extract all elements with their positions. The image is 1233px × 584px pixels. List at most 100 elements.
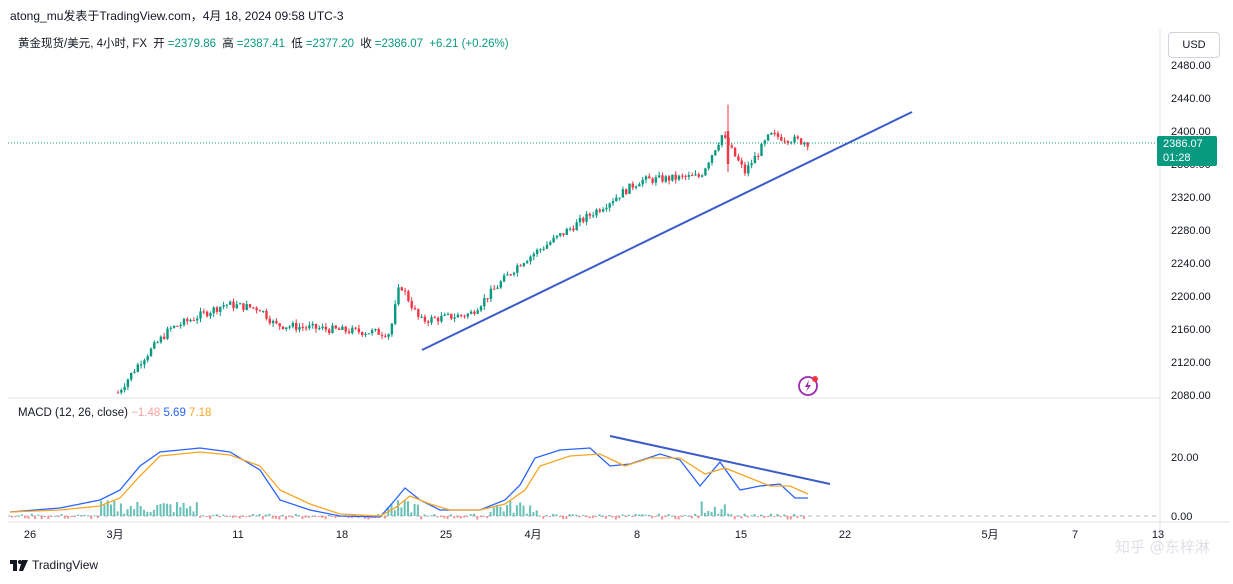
candle [347,328,351,335]
candle [163,332,166,340]
macd-bar [585,516,588,517]
candle [275,318,278,325]
candle [578,214,582,227]
macd-bar [17,515,20,517]
macd-bar [621,514,624,516]
macd-bar [225,516,228,518]
candle [334,324,337,330]
candle [460,314,463,318]
candle [199,307,202,323]
macd-bar [367,516,370,520]
macd-bar [720,509,723,516]
macd-bar [631,516,634,517]
macd-bar [27,516,30,519]
macd-bar [727,513,730,516]
currency-button[interactable]: USD [1168,32,1220,58]
macd-bar [799,515,802,517]
macd-bar [288,516,291,517]
macd-bar [783,514,786,516]
macd-bar [793,513,796,516]
macd-bar [166,503,169,516]
macd-legend[interactable]: MACD (12, 26, close) −1.48 5.69 7.18 [18,407,211,419]
macd-bar [700,501,703,516]
macd-bar [786,516,789,520]
price-axis[interactable]: 2480.002440.002400.002360.002320.002280.… [1171,60,1211,402]
candle [519,264,522,267]
macd-bar [548,516,551,517]
candle [367,333,370,335]
date-label: 11 [232,529,243,541]
candle [463,314,466,319]
macd-bar [251,513,254,516]
macd-bar [535,510,538,516]
macd-bar [377,513,380,516]
macd-bar [317,516,320,517]
candle [321,323,324,331]
alert-icon[interactable] [798,376,818,396]
candle [638,182,641,187]
candle [740,157,743,169]
macd-bar [152,509,155,516]
candle [182,317,186,327]
candle [466,312,469,319]
macd-trendline[interactable] [609,435,831,485]
candle [608,202,611,212]
candle [770,132,773,135]
candle [116,390,120,394]
macd-bar [628,514,631,516]
support-trendline[interactable] [421,111,913,351]
macd-bar [730,514,733,516]
price-tick-label: 2120.00 [1171,357,1211,369]
macd-bar [24,516,27,519]
macd-bar [713,506,716,516]
candle [380,331,384,340]
macd-axis[interactable]: 20.00 0.00 [1171,452,1199,523]
macd-bar [420,516,423,520]
symbol-title[interactable]: 黄金现货/美元, 4小时, FX [18,38,148,50]
macd-bar [743,513,746,516]
macd-bar [684,514,687,516]
candle [704,167,707,176]
candle [539,248,542,254]
date-label: 4月 [524,529,541,541]
candle [354,326,357,330]
macd-bar [803,516,805,519]
candle [337,327,341,331]
macd-bar [770,513,772,516]
macd-bar [796,516,799,519]
candle [172,325,176,329]
close-label: 收 [360,38,372,50]
candle [611,198,615,207]
macd-bar [690,516,693,519]
candle [618,197,621,201]
candle [143,358,146,369]
macd-bar [110,504,112,516]
candlestick-series [116,104,809,395]
macd-bar [555,514,558,516]
candle [634,185,638,190]
macd-bar [83,514,86,516]
macd-macd-value: 5.69 [163,407,186,419]
date-label: 5月 [981,529,998,541]
publisher-line: atong_mu发表于TradingView.com，4月 18, 2024 0… [10,9,344,23]
macd-bar [50,516,53,517]
price-tick-label: 2400.00 [1171,126,1211,138]
macd-bar [185,508,188,516]
date-axis[interactable]: 26 3月 11 18 25 4月 8 15 22 5月 7 13 [24,529,1164,541]
candle [179,322,182,329]
candle [166,326,169,340]
macd-bar [647,514,650,516]
macd-bar [149,512,152,516]
candle [661,172,664,183]
macd-bar [436,516,439,518]
candle [654,174,658,186]
candle [242,303,245,313]
candle [585,211,588,226]
candle [757,153,760,161]
macd-bar [63,516,66,519]
tradingview-logo[interactable]: TradingView [10,558,98,572]
candle [205,310,209,318]
macd-bar [423,514,426,516]
macd-bar [403,500,406,516]
